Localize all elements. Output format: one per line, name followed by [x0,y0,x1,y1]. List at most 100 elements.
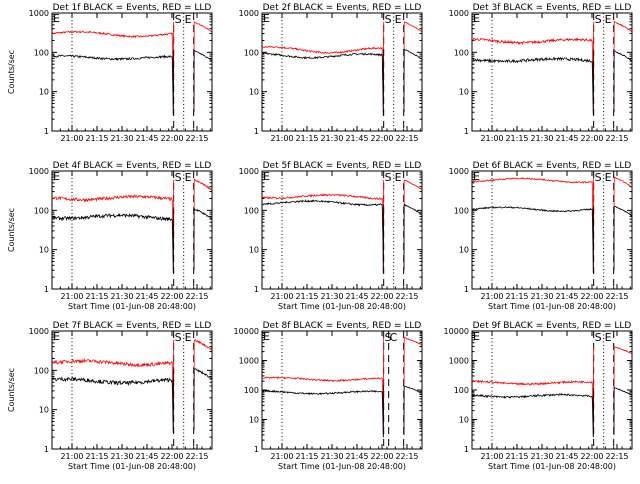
chart-panel-8: Det 8f BLACK = Events, RED = LLD 1 10 100 10… [234,321,423,471]
corner-flag: E [473,170,480,183]
series-line-post-events [403,384,422,435]
x-tick-label: 21:00 [270,292,293,301]
chart-panel-3: Det 3f BLACK = Events, RED = LLD 1 10 100 10… [449,3,633,143]
series-line-post-lld [613,176,632,271]
chart-title: Det 5f BLACK = Events, RED = LLD [263,161,422,171]
chart-panel-9: Det 9f BLACK = Events, RED = LLD 1 10 100 10… [444,321,633,471]
series-line-post-lld [193,339,213,431]
x-tick-label: 21:45 [135,134,158,143]
time-marker-label: S [595,13,602,26]
series-line-events [51,50,175,116]
corner-flag: E [53,170,60,183]
series-line-post-lld [403,336,422,435]
y-tick-label: 1000 [449,357,469,366]
series-line-post-events [613,50,633,113]
x-tick-label: 21:15 [295,134,318,143]
x-tick-label: 21:00 [480,292,503,301]
x-tick-label: 22:15 [395,452,418,461]
series-line-events [51,368,175,434]
chart-title: Det 2f BLACK = Events, RED = LLD [263,3,422,13]
x-tick-label: 21:30 [110,452,133,461]
chart-panel-7: Det 7f BLACK = Events, RED = LLD 1 10 100 10… [7,321,213,471]
y-tick-label: 1000 [449,9,469,18]
time-marker-label: S [385,171,392,184]
series-line-post-events [403,203,422,271]
x-tick-label: 22:00 [580,134,603,143]
x-tick-label: 21:30 [110,292,133,301]
series-line-post-lld [403,179,422,271]
x-tick-label: 21:00 [480,134,503,143]
x-axis-label: Start Time (01-Jun-08 20:48:00) [68,302,196,311]
x-tick-label: 21:45 [555,452,578,461]
plot-frame [261,12,423,132]
series-line-lld [261,179,385,274]
plot-frame [51,330,213,450]
chart-panel-4: Det 4f BLACK = Events, RED = LLD 1 10 100 10… [7,161,213,311]
chart-title: Det 3f BLACK = Events, RED = LLD [473,3,632,13]
series-line-post-events [193,368,213,431]
x-tick-label: 21:45 [345,134,368,143]
y-tick-label: 100 [244,48,259,57]
chart-title: Det 4f BLACK = Events, RED = LLD [53,161,212,171]
x-tick-label: 21:15 [85,452,108,461]
x-tick-label: 22:00 [370,292,393,301]
x-tick-label: 21:15 [505,292,528,301]
series-line-post-lld [613,20,633,113]
series-line-post-lld [613,346,632,435]
x-tick-label: 22:15 [605,452,628,461]
y-tick-label: 1 [44,285,49,294]
x-axis-label: Start Time (01-Jun-08 20:48:00) [278,302,406,311]
y-tick-label: 10 [39,406,49,415]
series-line-post-lld [403,21,422,113]
time-marker-label: E [185,331,192,344]
x-tick-label: 21:15 [505,452,528,461]
series-line-events [261,385,385,438]
y-tick-label: 1000 [239,357,259,366]
chart-panel-5: Det 5f BLACK = Events, RED = LLD 1 10 100 10… [239,161,423,311]
corner-flag: E [263,170,270,183]
time-marker-label: E [395,171,402,184]
x-tick-label: 21:45 [135,292,158,301]
y-tick-label: 100 [454,206,469,215]
x-tick-label: 21:15 [85,134,108,143]
series-line-events [261,199,385,274]
series-line-lld [471,177,595,274]
x-tick-label: 21:30 [110,134,133,143]
series-line-post-lld [193,178,212,271]
series-line-lld [51,339,175,434]
x-tick-label: 21:30 [320,452,343,461]
y-tick-label: 10000 [234,327,259,336]
y-tick-label: 10 [39,88,49,97]
corner-flag: E [53,330,60,343]
plot-frame [261,170,423,290]
y-tick-label: 100 [244,386,259,395]
x-tick-label: 21:30 [320,134,343,143]
x-tick-label: 22:00 [580,452,603,461]
chart-panel-1: Det 1f BLACK = Events, RED = LLD 1 10 100 10… [7,3,213,143]
x-tick-label: 21:15 [85,292,108,301]
x-tick-label: 22:15 [185,452,208,461]
time-marker-label: E [185,13,192,26]
x-tick-label: 22:00 [370,134,393,143]
y-axis-label: Counts/sec [7,50,16,94]
series-line-lld [51,179,175,274]
x-tick-label: 21:00 [60,134,83,143]
x-axis-label: Start Time (01-Jun-08 20:48:00) [488,462,616,471]
x-tick-label: 22:15 [395,134,418,143]
y-tick-label: 100 [34,366,49,375]
series-line-lld [51,21,175,116]
y-tick-label: 1000 [29,327,49,336]
y-tick-label: 1 [464,285,469,294]
series-line-events [472,205,595,274]
x-tick-label: 21:30 [530,134,553,143]
x-tick-label: 21:00 [270,134,293,143]
y-tick-label: 1000 [239,9,259,18]
series-line-lld [261,21,385,116]
time-marker-label: S [175,13,182,26]
time-marker-label: S [175,331,182,344]
corner-flag: E [473,12,480,25]
x-tick-label: 21:15 [295,292,318,301]
y-tick-label: 1000 [449,167,469,176]
plot-frame [471,170,633,290]
